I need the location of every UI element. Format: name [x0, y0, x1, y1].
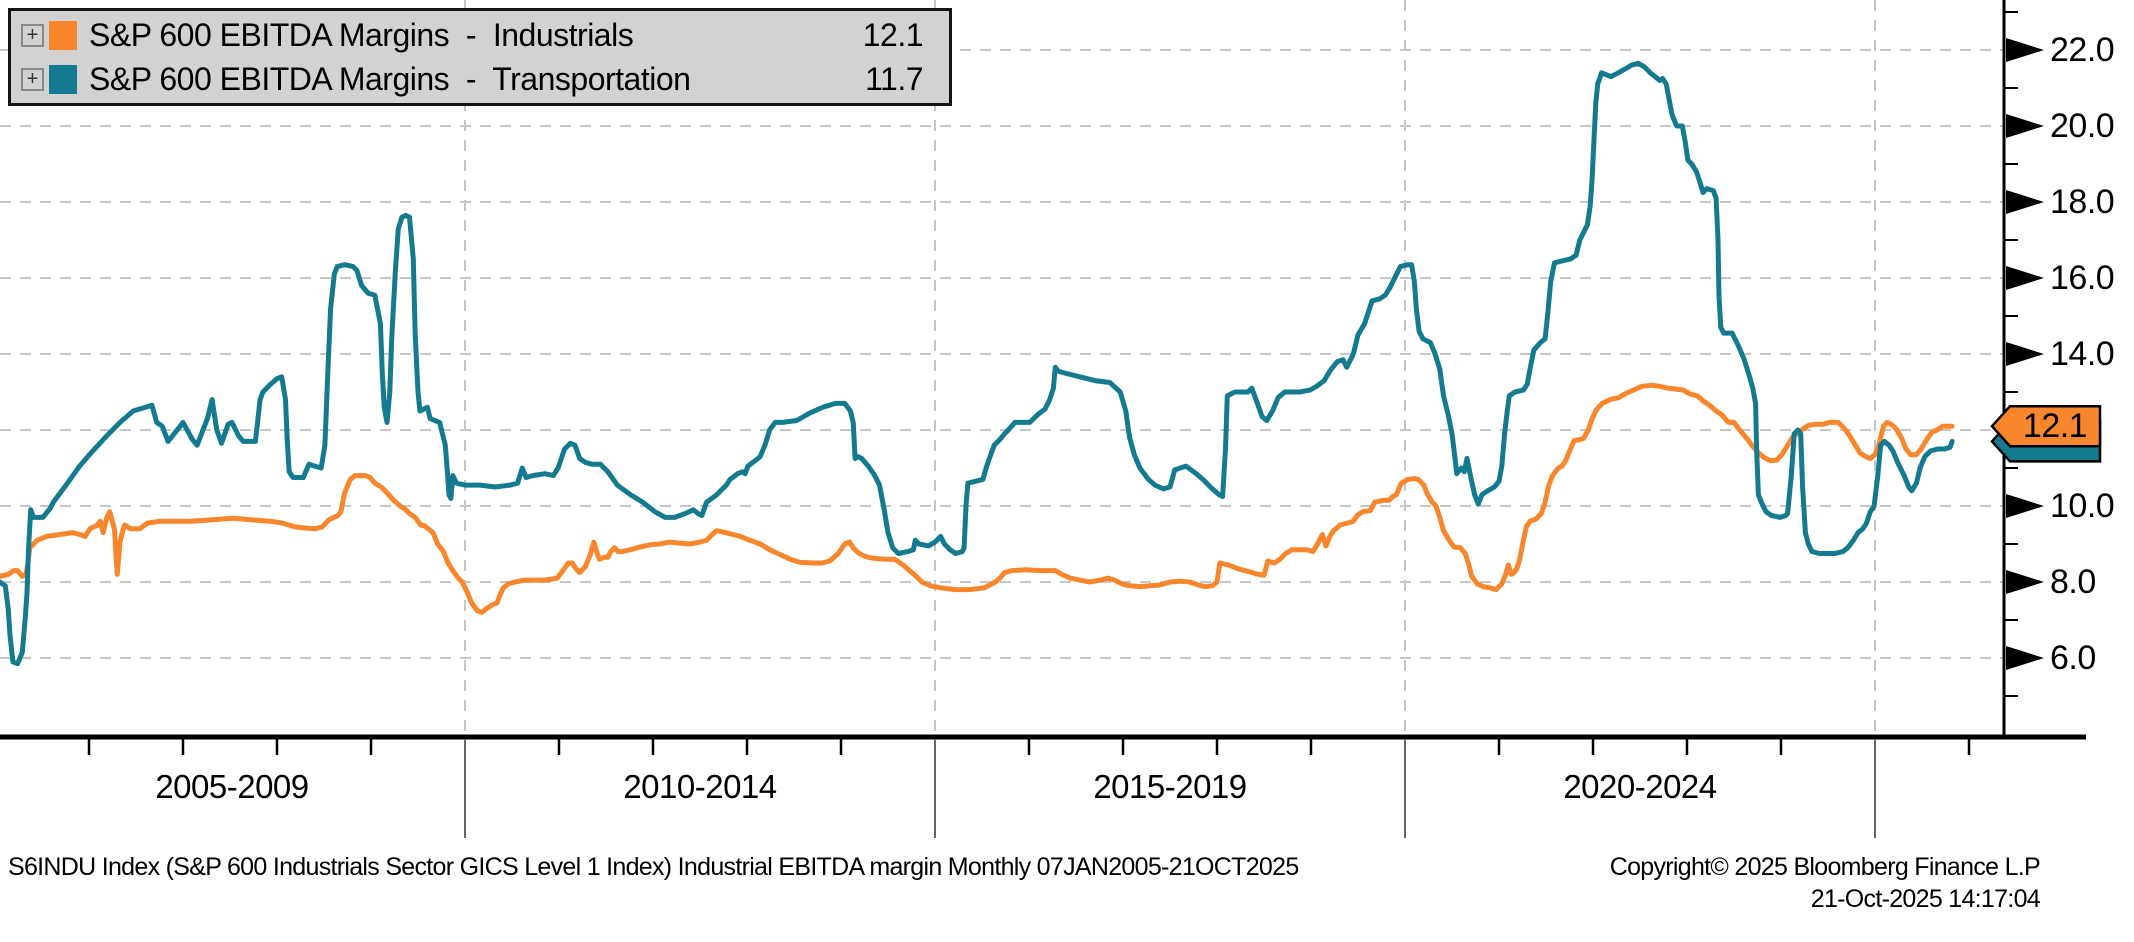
y-tick-arrow-icon	[2006, 190, 2044, 214]
axes	[0, 0, 2086, 740]
y-tick-label: 14.0	[2050, 335, 2114, 373]
chart-source-description: S6INDU Index (S&P 600 Industrials Sector…	[8, 853, 1299, 881]
last-value-badges: 12.1	[1990, 404, 2102, 463]
x-axis-label-2005-2009: 2005-2009	[155, 768, 309, 805]
legend-row-transportation[interactable]: + S&P 600 EBITDA Margins - Transportatio…	[21, 58, 939, 100]
y-tick-arrow-icon	[2006, 38, 2044, 62]
timestamp-text: 21-Oct-2025 14:17:04	[1810, 885, 2041, 913]
copyright-block: Copyright© 2025 Bloomberg Finance L.P 21…	[1609, 853, 2041, 914]
y-tick-arrow-icon	[2006, 570, 2044, 594]
legend: + S&P 600 EBITDA Margins - Industrials 1…	[8, 8, 952, 106]
y-tick-label: 22.0	[2050, 31, 2114, 69]
y-tick-arrow-icon	[2006, 266, 2044, 290]
gridlines	[0, 0, 2004, 737]
expand-icon[interactable]: +	[21, 23, 44, 47]
expand-icon[interactable]: +	[21, 67, 44, 91]
y-tick-label: 10.0	[2050, 487, 2114, 525]
y-axis-ticks: 22.0 20.0 18.0 16.0 14.0 10.0 8.0 6.0	[2004, 11, 2115, 697]
badge-value-label: 12.1	[2023, 407, 2087, 445]
legend-row-industrials[interactable]: + S&P 600 EBITDA Margins - Industrials 1…	[21, 14, 939, 56]
industrials-value-badge	[1990, 404, 2102, 448]
y-tick-arrow-icon	[2006, 646, 2044, 670]
x-axis-label-2010-2014: 2010-2014	[623, 768, 777, 805]
y-tick-arrow-icon	[2006, 342, 2044, 366]
transportation-series-label: S&P 600 EBITDA Margins - Transportation	[89, 60, 691, 97]
industrials-series-label: S&P 600 EBITDA Margins - Industrials	[89, 16, 634, 53]
industrials-last-value: 12.1	[862, 16, 924, 53]
transportation-line-series[interactable]	[0, 60, 1955, 667]
y-tick-label: 6.0	[2050, 639, 2096, 677]
y-tick-label: 20.0	[2050, 107, 2114, 145]
y-tick-arrow-icon	[2006, 494, 2044, 518]
y-tick-label: 16.0	[2050, 259, 2114, 297]
x-axis-label-2015-2019: 2015-2019	[1093, 768, 1247, 805]
transportation-last-value: 11.7	[865, 60, 923, 97]
transportation-color-swatch	[49, 64, 77, 94]
x-axis-label-2020-2024: 2020-2024	[1563, 768, 1717, 805]
industrials-color-swatch	[49, 20, 77, 50]
industrials-line-series[interactable]	[0, 382, 1955, 615]
y-tick-label: 18.0	[2050, 183, 2114, 221]
x-axis-ticks	[87, 739, 1971, 838]
y-tick-arrow-icon	[2006, 114, 2044, 138]
y-tick-label: 8.0	[2050, 563, 2096, 601]
copyright-text: Copyright© 2025 Bloomberg Finance L.P	[1609, 853, 2041, 881]
